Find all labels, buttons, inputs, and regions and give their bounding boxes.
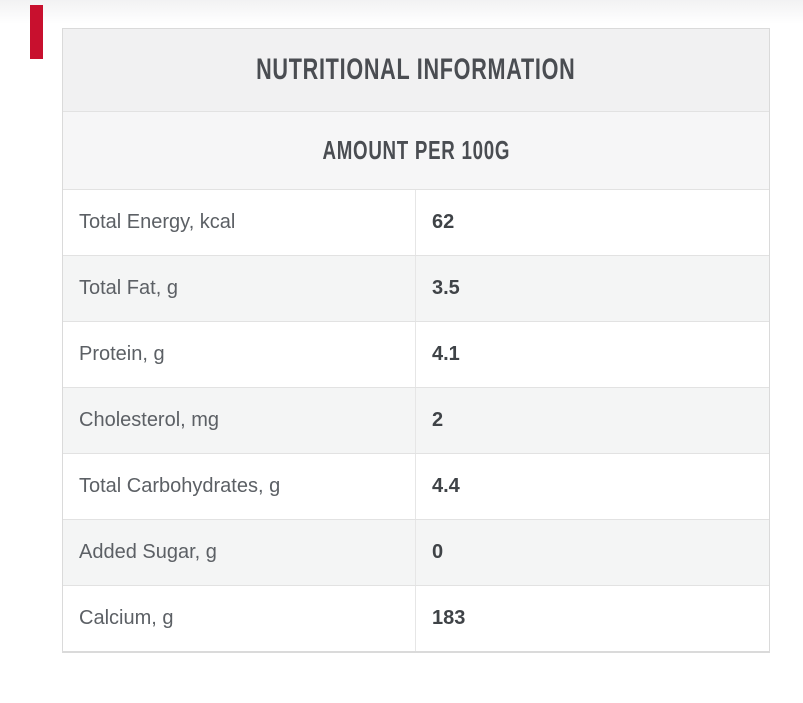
table-row: Added Sugar, g 0 [63, 520, 769, 586]
table-row: Total Fat, g 3.5 [63, 256, 769, 322]
nutrient-label: Calcium, g [63, 586, 416, 651]
nutrient-label: Cholesterol, mg [63, 388, 416, 453]
table-title-row: NUTRITIONAL INFORMATION [63, 29, 769, 112]
table-row: Total Energy, kcal 62 [63, 190, 769, 256]
accent-bar [30, 5, 43, 59]
table-row: Total Carbohydrates, g 4.4 [63, 454, 769, 520]
table-subtitle: AMOUNT PER 100G [322, 135, 510, 165]
nutrient-value: 4.1 [432, 343, 460, 365]
nutrient-value: 3.5 [432, 277, 460, 299]
table-row: Calcium, g 183 [63, 586, 769, 651]
nutrition-table: NUTRITIONAL INFORMATION AMOUNT PER 100G … [62, 28, 770, 653]
nutrient-label: Total Fat, g [63, 256, 416, 321]
table-title: NUTRITIONAL INFORMATION [256, 53, 576, 86]
table-subtitle-row: AMOUNT PER 100G [63, 112, 769, 190]
nutrient-label: Total Carbohydrates, g [63, 454, 416, 519]
nutrient-label: Protein, g [63, 322, 416, 387]
nutrient-value: 2 [432, 409, 444, 431]
nutrient-value: 62 [432, 211, 455, 233]
nutrient-value: 0 [432, 541, 444, 563]
table-row: Protein, g 4.1 [63, 322, 769, 388]
nutrient-label: Total Energy, kcal [63, 190, 416, 255]
nutrient-value: 183 [432, 607, 466, 629]
nutrient-label: Added Sugar, g [63, 520, 416, 585]
nutrient-value: 4.4 [432, 475, 460, 497]
top-fade-gradient [0, 0, 803, 24]
table-row: Cholesterol, mg 2 [63, 388, 769, 454]
